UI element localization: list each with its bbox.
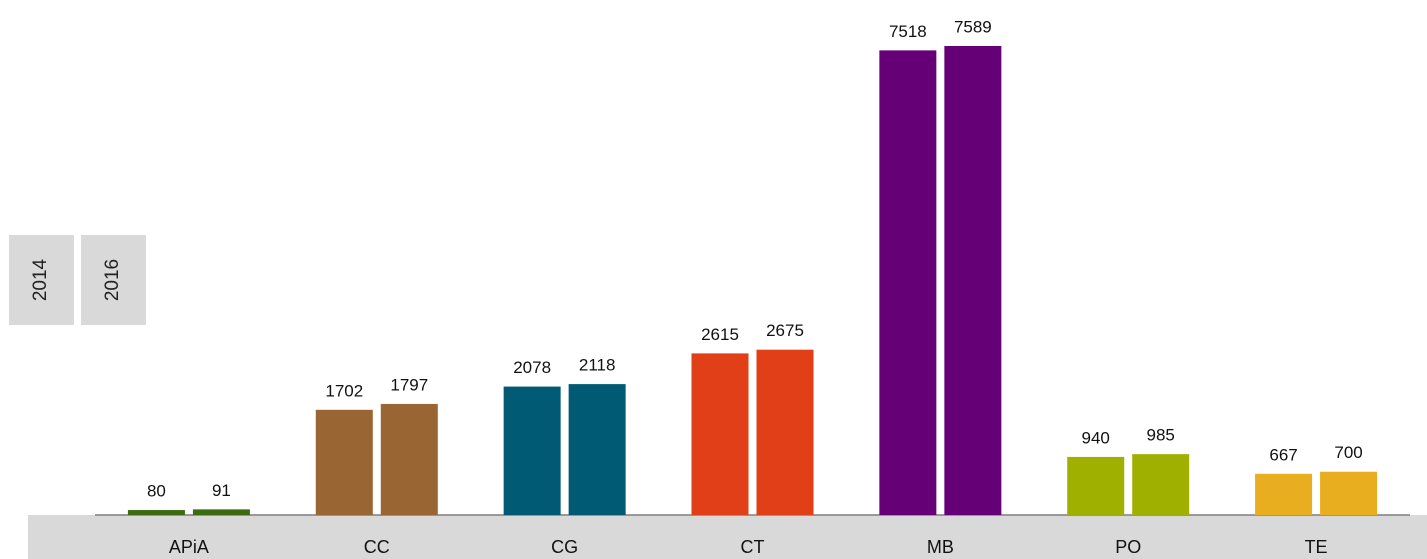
bar bbox=[380, 403, 438, 515]
x-tick-label: TE bbox=[1305, 537, 1328, 557]
bar bbox=[691, 353, 749, 515]
bar bbox=[568, 384, 626, 515]
legend-label: 2014 bbox=[30, 258, 51, 301]
data-label: 80 bbox=[147, 482, 166, 501]
data-label: 1702 bbox=[325, 381, 363, 400]
data-label: 985 bbox=[1147, 426, 1175, 445]
x-tick-label: PO bbox=[1115, 537, 1141, 557]
bar bbox=[315, 409, 373, 515]
data-label: 940 bbox=[1082, 428, 1110, 447]
bar bbox=[756, 349, 814, 515]
x-tick-label: MB bbox=[927, 537, 954, 557]
bar bbox=[1067, 456, 1125, 515]
bar bbox=[944, 46, 1002, 515]
data-label: 91 bbox=[212, 481, 231, 500]
bar bbox=[1255, 473, 1313, 515]
bar bbox=[503, 386, 561, 515]
legend-label: 2016 bbox=[102, 259, 123, 301]
data-label: 2615 bbox=[701, 325, 739, 344]
data-label: 7589 bbox=[954, 17, 992, 36]
data-label: 2675 bbox=[766, 321, 804, 340]
legend-box bbox=[81, 235, 146, 325]
legend-box bbox=[9, 235, 74, 325]
data-label: 667 bbox=[1269, 445, 1297, 464]
bar bbox=[1132, 454, 1190, 515]
x-tick-label: CC bbox=[364, 537, 390, 557]
x-tick-label: APiA bbox=[169, 537, 209, 557]
data-label: 700 bbox=[1334, 443, 1362, 462]
data-label: 2078 bbox=[513, 358, 551, 377]
x-tick-label: CT bbox=[741, 537, 765, 557]
data-label: 2118 bbox=[579, 356, 616, 375]
bar bbox=[879, 50, 937, 516]
data-label: 1797 bbox=[390, 375, 428, 394]
data-label: 7518 bbox=[889, 22, 927, 41]
category-band bbox=[28, 515, 1427, 559]
x-tick-label: CG bbox=[551, 537, 578, 557]
bar bbox=[127, 510, 185, 515]
bar bbox=[192, 509, 250, 515]
bar bbox=[1320, 471, 1378, 515]
